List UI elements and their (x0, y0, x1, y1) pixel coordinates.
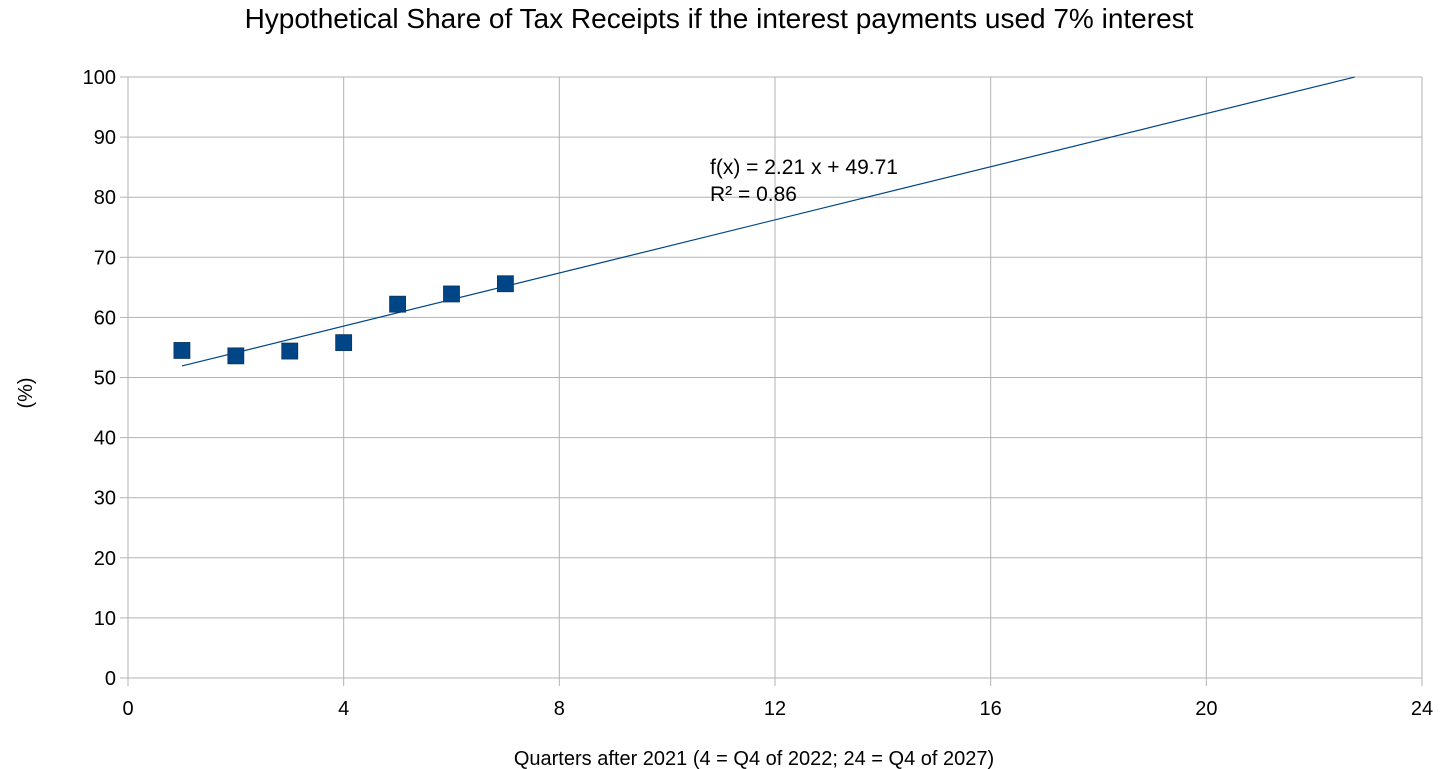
x-tick-label-4: 4 (338, 698, 349, 720)
y-tick-label-0: 0 (105, 668, 116, 690)
x-tick-label-24: 24 (1411, 698, 1433, 720)
data-point-4 (335, 334, 353, 352)
chart-title: Hypothetical Share of Tax Receipts if th… (245, 3, 1194, 34)
y-tick-label-90: 90 (94, 127, 116, 149)
x-tick-label-16: 16 (980, 698, 1002, 720)
trendline-group (181, 76, 1355, 367)
y-tick-label-40: 40 (94, 428, 116, 450)
data-points (173, 275, 514, 365)
x-axis-label: Quarters after 2021 (4 = Q4 of 2022; 24 … (514, 748, 994, 769)
gridlines (128, 76, 1423, 678)
trendline-equation: f(x) = 2.21 x + 49.71 (710, 156, 898, 179)
y-tick-label-30: 30 (94, 488, 116, 510)
trendline-r-squared: R² = 0.86 (710, 183, 797, 206)
axes (120, 76, 1423, 686)
y-tick-label-60: 60 (94, 307, 116, 329)
data-point-3 (281, 342, 299, 360)
tick-labels: 0 10 20 30 40 50 60 70 80 90 100 0 4 8 12 16 20 24 (83, 67, 1434, 720)
y-tick-label-50: 50 (94, 368, 116, 390)
y-tick-label-70: 70 (94, 247, 116, 269)
data-point-6 (443, 285, 460, 303)
x-tick-label-12: 12 (764, 698, 786, 720)
y-tick-label-20: 20 (94, 548, 116, 570)
trendline (181, 76, 1355, 367)
y-tick-label-10: 10 (94, 608, 116, 630)
y-tick-label-100: 100 (83, 67, 116, 89)
y-tick-label-80: 80 (94, 187, 116, 209)
data-point-2 (227, 347, 245, 365)
data-point-7 (497, 275, 514, 293)
x-tick-label-0: 0 (122, 698, 133, 720)
y-axis-label: (%) (15, 377, 37, 408)
data-point-5 (389, 295, 406, 313)
x-tick-label-20: 20 (1195, 698, 1217, 720)
x-tick-label-8: 8 (554, 698, 565, 720)
data-point-1 (173, 342, 191, 359)
